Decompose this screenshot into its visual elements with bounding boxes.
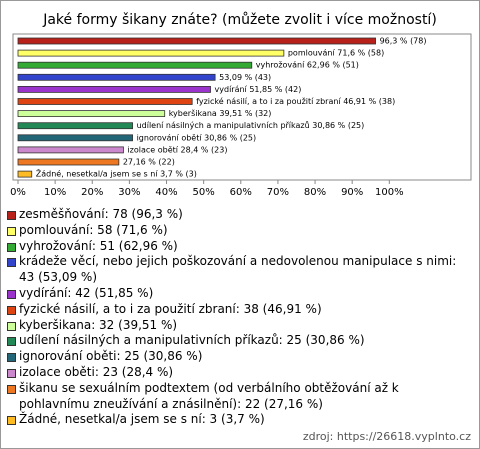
legend-item: šikanu se sexuálním podtextem (od verbál… [7, 381, 473, 413]
legend-item: vydírání: 42 (51,85 %) [7, 286, 473, 302]
legend-item: zesměšňování: 78 (96,3 %) [7, 207, 473, 223]
legend-label: fyzické násilí, a to i za použití zbraní… [19, 301, 322, 316]
data-label: udílení násilných a manipulativních přík… [137, 120, 365, 130]
legend-swatch [7, 384, 16, 394]
x-tick-label: 60% [230, 187, 252, 198]
legend-swatch [7, 305, 16, 315]
bar [17, 146, 124, 154]
plot: Jaké formy šikany znáte? (můžete zvolit … [10, 12, 472, 198]
legend-swatch [7, 337, 16, 347]
bar [17, 98, 193, 105]
legend-item: kyberšikana: 32 (39,51 %) [7, 318, 473, 334]
x-tick-label: 40% [155, 187, 177, 198]
data-label: pomlouvání 71,6 % (58) [288, 49, 384, 58]
source: zdroj: https://26618.vyplnto.cz [302, 430, 471, 443]
data-label: 53,09 % (43) [219, 73, 271, 82]
data-label: fyzické násilí, a to i za použití zbraní… [196, 96, 395, 106]
legend-item: udílení násilných a manipulativních přík… [7, 333, 473, 349]
legend-item: izolace oběti: 23 (28,4 %) [7, 365, 473, 381]
bar [17, 110, 166, 117]
legend-label: zesměšňování: 78 (96,3 %) [19, 207, 183, 221]
bar [17, 134, 133, 142]
x-tick-label: 20% [81, 187, 103, 198]
legend-swatch [7, 226, 16, 236]
legend-label: šikanu se sexuálním podtextem (od verbál… [19, 380, 399, 411]
data-label: 96,3 % (78) [380, 37, 427, 46]
plot-frame [12, 33, 472, 181]
data-label: vydírání 51,85 % (42) [215, 85, 302, 94]
bar [17, 37, 376, 45]
x-tick-label: 80% [304, 187, 326, 198]
x-tick-label: 70% [267, 187, 289, 198]
data-label: ignorování obětí 30,86 % (25) [137, 133, 257, 142]
legend-swatch [7, 321, 16, 331]
legend-label: krádeže věcí, nebo jejich poškozování a … [19, 254, 457, 285]
bar [17, 158, 120, 166]
data-label: 27,16 % (22) [123, 158, 175, 167]
bar [17, 61, 253, 69]
legend-swatch [7, 416, 16, 426]
legend-item: pomlouvání: 58 (71,6 %) [7, 223, 473, 239]
legend-swatch [7, 353, 16, 363]
legend-item: ignorování oběti: 25 (30,86 %) [7, 349, 473, 365]
x-tick-label: 30% [118, 187, 140, 198]
bar [17, 49, 285, 57]
data-label: Žádné, nesetkal/a jsem se s ní 3,7 % (3) [36, 168, 197, 179]
legend-label: ignorování oběti: 25 (30,86 %) [19, 349, 203, 364]
x-tick-label: 100% [375, 187, 404, 198]
legend-item: vyhrožování: 51 (62,96 %) [7, 239, 473, 255]
legend-label: Žádné, nesetkal/a jsem se s ní: 3 (3,7 %… [19, 412, 265, 427]
legend-swatch [7, 211, 16, 220]
data-label: izolace obětí 28,4 % (23) [127, 145, 227, 154]
bar [17, 170, 33, 178]
data-label: vyhrožování 62,96 % (51) [256, 61, 359, 70]
legend-label: izolace oběti: 23 (28,4 %) [19, 364, 174, 379]
legend-label: kyberšikana: 32 (39,51 %) [19, 317, 178, 332]
legend-label: vyhrožování: 51 (62,96 %) [19, 238, 178, 253]
legend-label: udílení násilných a manipulativních přík… [19, 333, 365, 348]
legend-item: Žádné, nesetkal/a jsem se s ní: 3 (3,7 %… [7, 412, 473, 428]
legend-label: vydírání: 42 (51,85 %) [19, 285, 154, 300]
legend-swatch [7, 368, 16, 378]
x-tick-label: 0% [10, 187, 26, 198]
bar [17, 86, 211, 93]
bar [17, 73, 216, 81]
legend: zesměšňování: 78 (96,3 %) pomlouvání: 58 … [7, 207, 473, 428]
legend-item: krádeže věcí, nebo jejich poškozování a … [7, 254, 473, 286]
x-tick-label: 90% [341, 187, 363, 198]
x-tick-label: 10% [44, 187, 66, 198]
legend-swatch [7, 289, 16, 299]
legend-swatch [7, 258, 16, 268]
legend-swatch [7, 242, 16, 252]
legend-item: fyzické násilí, a to i za použití zbraní… [7, 302, 473, 318]
data-label: kyberšikana 39,51 % (32) [169, 108, 272, 118]
legend-label: pomlouvání: 58 (71,6 %) [19, 222, 168, 237]
chart-title: Jaké formy šikany znáte? (můžete zvolit … [42, 12, 437, 28]
bar [17, 122, 133, 130]
x-tick-label: 50% [193, 187, 215, 198]
